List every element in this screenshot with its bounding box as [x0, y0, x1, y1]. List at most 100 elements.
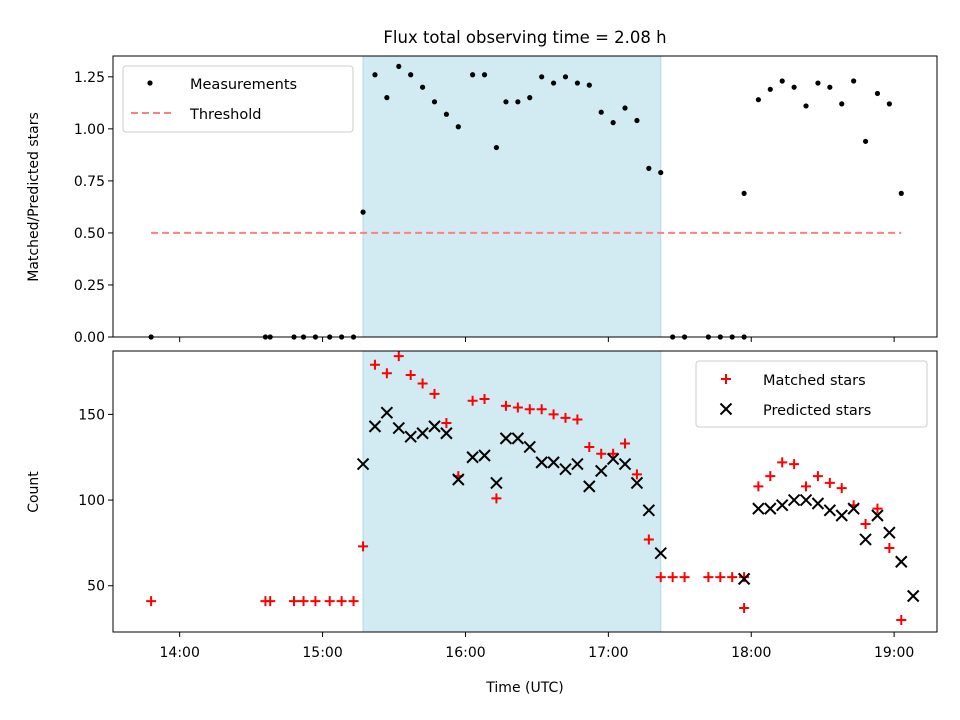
matched-star-point [393, 351, 404, 362]
bottom-legend: Matched stars Predicted stars [695, 360, 928, 428]
measurement-point [767, 86, 773, 92]
predicted-star-point [895, 555, 908, 568]
measurement-point [455, 124, 461, 130]
top-y-tick-label: 0.00 [74, 330, 105, 346]
matched-star-point [872, 503, 883, 514]
measurement-point [862, 138, 869, 144]
measurement-point [574, 80, 580, 86]
matched-star-point [369, 359, 380, 370]
measurement-point [539, 74, 545, 80]
matched-star-point [429, 388, 440, 399]
predicted-star-point [535, 456, 548, 469]
measurement-point [396, 63, 402, 70]
measurement-point [791, 84, 797, 90]
predicted-star-point [571, 457, 584, 471]
bottom-y-tick-label: 150 [78, 407, 105, 423]
matched-star-point [348, 596, 359, 607]
predicted-star-point [811, 497, 825, 510]
measurement-point [481, 72, 488, 78]
predicted-star-point [871, 509, 884, 522]
measurement-point [851, 78, 857, 84]
predicted-star-point [654, 546, 667, 560]
top-y-tick-label: 0.25 [74, 278, 105, 294]
measurement-point [408, 72, 414, 78]
measurement-point [431, 99, 438, 105]
measurement-point [527, 95, 533, 101]
matched-star-point [560, 412, 571, 423]
matched-star-point [753, 481, 764, 492]
measurement-point [658, 169, 664, 176]
predicted-star-point [595, 464, 608, 478]
matched-star-point [643, 534, 654, 545]
legend-threshold-label: Threshold [189, 107, 261, 123]
predicted-star-point [737, 572, 751, 586]
x-tick-label: 14:00 [160, 645, 200, 661]
measurement-point [360, 209, 366, 215]
matched-star-point [896, 615, 907, 626]
measurement-point [815, 80, 821, 86]
predicted-star-point [380, 406, 394, 419]
matched-star-point [336, 596, 347, 607]
matched-star-point [524, 404, 535, 415]
matched-star-point [298, 596, 309, 607]
measurement-point [622, 105, 628, 111]
x-tick-label: 16:00 [445, 645, 485, 661]
predicted-star-point [523, 440, 536, 454]
matched-star-point [548, 409, 559, 420]
measurement-point [886, 101, 892, 107]
legend-box [122, 65, 354, 133]
predicted-star-point [404, 430, 417, 443]
matched-star-point [417, 378, 428, 389]
measurement-point [384, 95, 390, 101]
matched-star-point [765, 471, 776, 482]
bottom-axes-frame [112, 350, 938, 633]
bottom-shaded-span [362, 350, 662, 633]
legend-measurements-label: Measurements [190, 77, 297, 93]
matched-star-point [812, 471, 823, 482]
predicted-star-point [499, 432, 513, 445]
matched-star-point [620, 438, 631, 449]
matched-star-point [265, 596, 276, 607]
matched-star-point [884, 543, 895, 554]
matched-star-point [679, 572, 690, 583]
legend-predicted-marker [719, 402, 733, 416]
measurement-point [898, 190, 904, 196]
top-y-axis-label: Matched/Predicted stars [26, 112, 42, 282]
top-shaded-span [362, 55, 662, 338]
measurement-point [493, 144, 500, 151]
matched-star-point [358, 541, 369, 552]
measurement-point [779, 78, 785, 84]
predicted-star-point [823, 504, 837, 517]
matched-star-point [596, 448, 607, 459]
measurement-point [562, 74, 569, 80]
matched-star-point [441, 417, 452, 428]
measurement-point [470, 72, 476, 78]
matched-star-point [715, 572, 726, 583]
measurement-point [586, 82, 592, 88]
matched-star-point [789, 459, 800, 470]
measurement-point [443, 111, 450, 117]
predicted-star-point [428, 420, 441, 433]
legend-predicted-label: Predicted stars [763, 403, 871, 419]
count-panel: 50 100 150 14:00 15:00 16:00 17:00 18:00 19:00 Ma… [78, 350, 938, 661]
matched-star-point [860, 519, 871, 530]
bottom-y-tick-label: 50 [87, 579, 105, 595]
matched-star-point [801, 481, 812, 492]
x-tick-label: 19:00 [874, 645, 914, 661]
predicted-star-point [392, 421, 405, 435]
measurement-point [646, 165, 652, 171]
predicted-star-point [859, 533, 872, 546]
measurement-point [874, 90, 881, 97]
matched-star-point [667, 572, 678, 583]
matched-star-point [491, 493, 502, 504]
matched-star-point [836, 483, 847, 494]
predicted-star-point [466, 451, 479, 464]
legend-measurements-marker [147, 80, 153, 86]
predicted-star-point [787, 493, 801, 507]
predicted-star-point [835, 509, 848, 522]
measurement-point [515, 99, 521, 105]
measurement-point [827, 84, 833, 90]
predicted-star-point [752, 502, 765, 515]
predicted-star-point [583, 480, 596, 493]
measurement-point [598, 109, 604, 115]
